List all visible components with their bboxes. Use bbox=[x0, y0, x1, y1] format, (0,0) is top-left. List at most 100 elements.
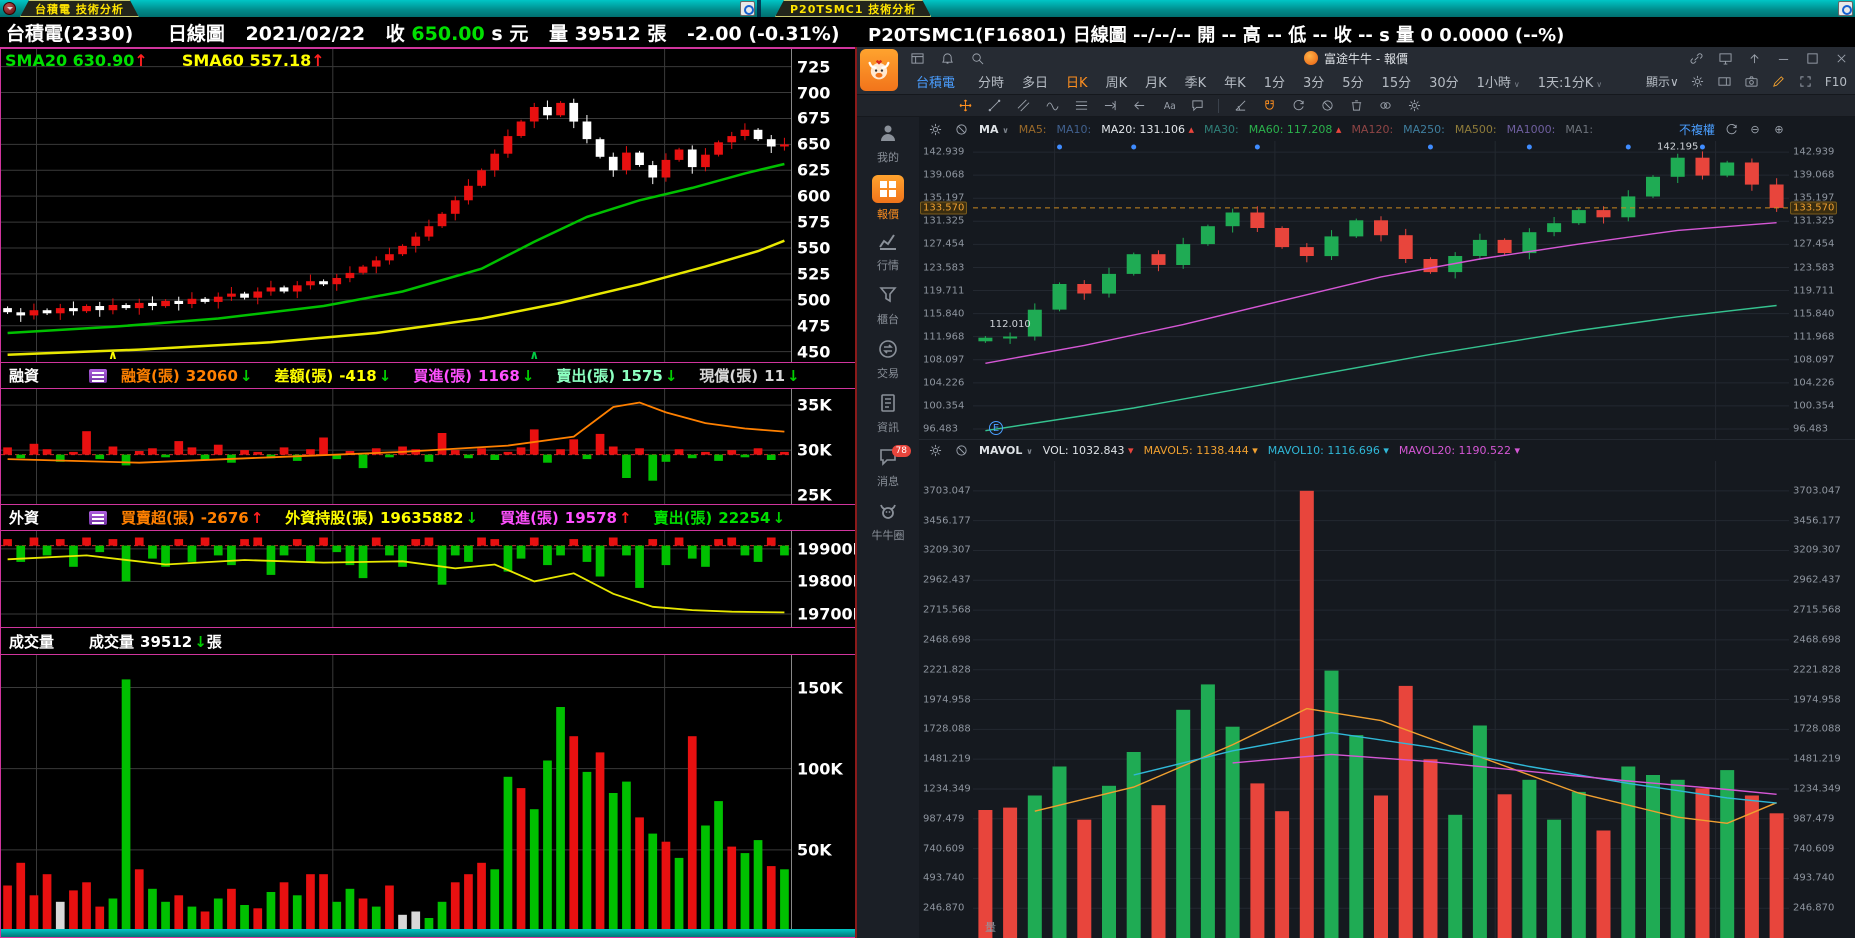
sidebar-item-櫃台[interactable]: 櫃台 bbox=[857, 279, 919, 333]
axis-tick-label: 2221.828 bbox=[923, 664, 971, 676]
search-icon[interactable] bbox=[969, 50, 985, 66]
tool-back-icon[interactable] bbox=[1131, 98, 1147, 114]
indicator-value: MAVOL5: 1138.444 ▾ bbox=[1143, 444, 1258, 457]
sidebar-item-報價[interactable]: 報價 bbox=[857, 171, 919, 225]
tab-tsmc-analysis[interactable]: 台積電 技術分析 bbox=[20, 0, 139, 17]
sidebar-item-交易[interactable]: 交易 bbox=[857, 333, 919, 387]
axis-tick-label: 1728.088 bbox=[923, 723, 971, 735]
tool-trash-icon[interactable] bbox=[1348, 98, 1364, 114]
tab-period[interactable]: 15分 bbox=[1381, 76, 1412, 91]
arrow-up-icon[interactable] bbox=[1746, 50, 1762, 66]
layout-icon[interactable] bbox=[909, 50, 925, 66]
tool-gear-icon[interactable] bbox=[1406, 98, 1422, 114]
gear-icon[interactable] bbox=[927, 443, 943, 459]
price-chart-plot[interactable]: ∧ ∧ bbox=[1, 49, 791, 362]
event-marker-icon[interactable]: E bbox=[989, 421, 1003, 435]
tool-rotate-icon[interactable] bbox=[1290, 98, 1306, 114]
f10-button[interactable]: F10 bbox=[1824, 74, 1847, 89]
display-menu[interactable]: 顯示∨ bbox=[1646, 75, 1679, 89]
volume-pane-label: 量 bbox=[985, 921, 996, 934]
axis-tick-label: 108.097 bbox=[1793, 354, 1835, 366]
futu-titlebar[interactable]: 富途牛牛 - 報價 bbox=[857, 47, 1855, 69]
ma-indicator-row: MA ∨ MA5: MA10: MA20: 131.106 ▴ MA30: MA60: 1… bbox=[919, 117, 1855, 141]
indicator-list-icon[interactable] bbox=[89, 510, 107, 525]
data-field: 外資持股(張) 19635882 ↓ bbox=[285, 509, 479, 527]
expand-icon[interactable] bbox=[1798, 74, 1814, 90]
data-field: 差額(張) -418 ↓ bbox=[274, 367, 392, 385]
pencil-icon[interactable] bbox=[1771, 74, 1787, 90]
indicator-value: MA20: 131.106 ▴ bbox=[1101, 122, 1194, 136]
volume-chart-plot[interactable] bbox=[1, 655, 791, 931]
panel-icon[interactable] bbox=[1717, 74, 1733, 90]
tab-period[interactable]: 30分 bbox=[1429, 76, 1459, 91]
tab-period[interactable]: 1小時 ∨ bbox=[1476, 76, 1520, 91]
adjust-mode-button[interactable]: 不複權 bbox=[1678, 122, 1715, 137]
zoom-in-icon[interactable]: ⊕ bbox=[1774, 122, 1784, 136]
sma-label: SMA20 630.90↑ bbox=[5, 51, 148, 70]
tab-period[interactable]: 分時 bbox=[978, 76, 1005, 91]
tab-period[interactable]: 1分 bbox=[1263, 76, 1285, 91]
futu-bull-logo-icon bbox=[860, 49, 898, 91]
tab-period[interactable]: 年K bbox=[1224, 76, 1246, 91]
tab-period[interactable]: 日K bbox=[1066, 76, 1088, 91]
sidebar-item-我的[interactable]: 我的 bbox=[857, 117, 919, 171]
sidebar-item-牛牛圈[interactable]: 牛牛圈 bbox=[857, 495, 919, 549]
price-axis: 725 700 675 650 625 600 575 550 525 500 475 450 bbox=[791, 49, 857, 362]
indicator-name[interactable]: MA ∨ bbox=[979, 122, 1009, 136]
chart-period: 日線圖 bbox=[167, 23, 225, 45]
tool-angle-icon[interactable] bbox=[1232, 98, 1248, 114]
zoom-tool-icon[interactable] bbox=[740, 1, 755, 16]
gear-icon[interactable] bbox=[1690, 74, 1706, 90]
tool-comment-icon[interactable] bbox=[1189, 98, 1205, 114]
margin-chart-plot[interactable] bbox=[1, 389, 791, 504]
close-indicator-icon[interactable] bbox=[953, 121, 969, 137]
tab-period[interactable]: 月K bbox=[1145, 76, 1167, 91]
tool-extend-icon[interactable] bbox=[1102, 98, 1118, 114]
tab-period[interactable]: 周K bbox=[1105, 76, 1128, 91]
axis-tick-label: 493.740 bbox=[923, 872, 965, 884]
zoom-tool-icon[interactable] bbox=[1838, 1, 1853, 16]
close-icon[interactable] bbox=[1833, 50, 1849, 66]
link-icon[interactable] bbox=[1688, 50, 1704, 66]
tab-period[interactable]: 3分 bbox=[1302, 76, 1325, 91]
indicator-name[interactable]: MAVOL ∨ bbox=[979, 444, 1033, 457]
foreign-chart-plot[interactable] bbox=[1, 531, 791, 627]
market-chart-icon bbox=[878, 231, 898, 254]
zoom-out-icon[interactable]: ⊖ bbox=[1750, 122, 1760, 136]
window-menu-button[interactable] bbox=[3, 2, 16, 15]
tool-ban-icon[interactable] bbox=[1319, 98, 1335, 114]
close-indicator-icon[interactable] bbox=[953, 443, 969, 459]
tool-magnet-icon[interactable] bbox=[1261, 98, 1277, 114]
futu-price-plot[interactable]: 142.195 112.010 bbox=[973, 141, 1789, 439]
axis-tick-label: 1481.219 bbox=[923, 753, 971, 765]
camera-icon[interactable] bbox=[1744, 74, 1760, 90]
tab-period[interactable]: 1天:1分K ∨ bbox=[1537, 76, 1603, 91]
tool-trend-line-icon[interactable] bbox=[986, 98, 1002, 114]
tool-fib-icon[interactable] bbox=[1073, 98, 1089, 114]
tab-stock[interactable]: 台積電 bbox=[916, 76, 956, 91]
tool-rings-icon[interactable] bbox=[1377, 98, 1393, 114]
tab-period[interactable]: 季K bbox=[1184, 76, 1207, 91]
titlebar-left-icons bbox=[909, 47, 985, 69]
tool-text-icon[interactable]: Aa bbox=[1160, 98, 1176, 114]
sidebar-item-行情[interactable]: 行情 bbox=[857, 225, 919, 279]
tab-p20tsmc1-analysis[interactable]: P20TSMC1 技術分析 bbox=[775, 0, 931, 17]
tool-wave-icon[interactable] bbox=[1044, 98, 1060, 114]
axis-tick-label: 115.840 bbox=[923, 308, 965, 320]
minimize-icon[interactable] bbox=[1775, 50, 1791, 66]
svg-text:112.010: 112.010 bbox=[989, 319, 1030, 330]
maximize-icon[interactable] bbox=[1804, 50, 1820, 66]
sidebar-item-消息[interactable]: 消息 78 bbox=[857, 441, 919, 495]
indicator-list-icon[interactable] bbox=[89, 368, 107, 383]
monitor-icon[interactable] bbox=[1717, 50, 1733, 66]
futu-volume-plot[interactable] bbox=[973, 461, 1789, 938]
tab-period[interactable]: 5分 bbox=[1342, 76, 1364, 91]
tool-move-icon[interactable] bbox=[957, 98, 973, 114]
gear-icon[interactable] bbox=[927, 121, 943, 137]
bell-icon[interactable] bbox=[939, 50, 955, 66]
tool-channel-icon[interactable] bbox=[1015, 98, 1031, 114]
sidebar-item-資訊[interactable]: 資訊 bbox=[857, 387, 919, 441]
rotate-icon[interactable] bbox=[1723, 121, 1739, 137]
tab-period[interactable]: 多日 bbox=[1022, 76, 1049, 91]
